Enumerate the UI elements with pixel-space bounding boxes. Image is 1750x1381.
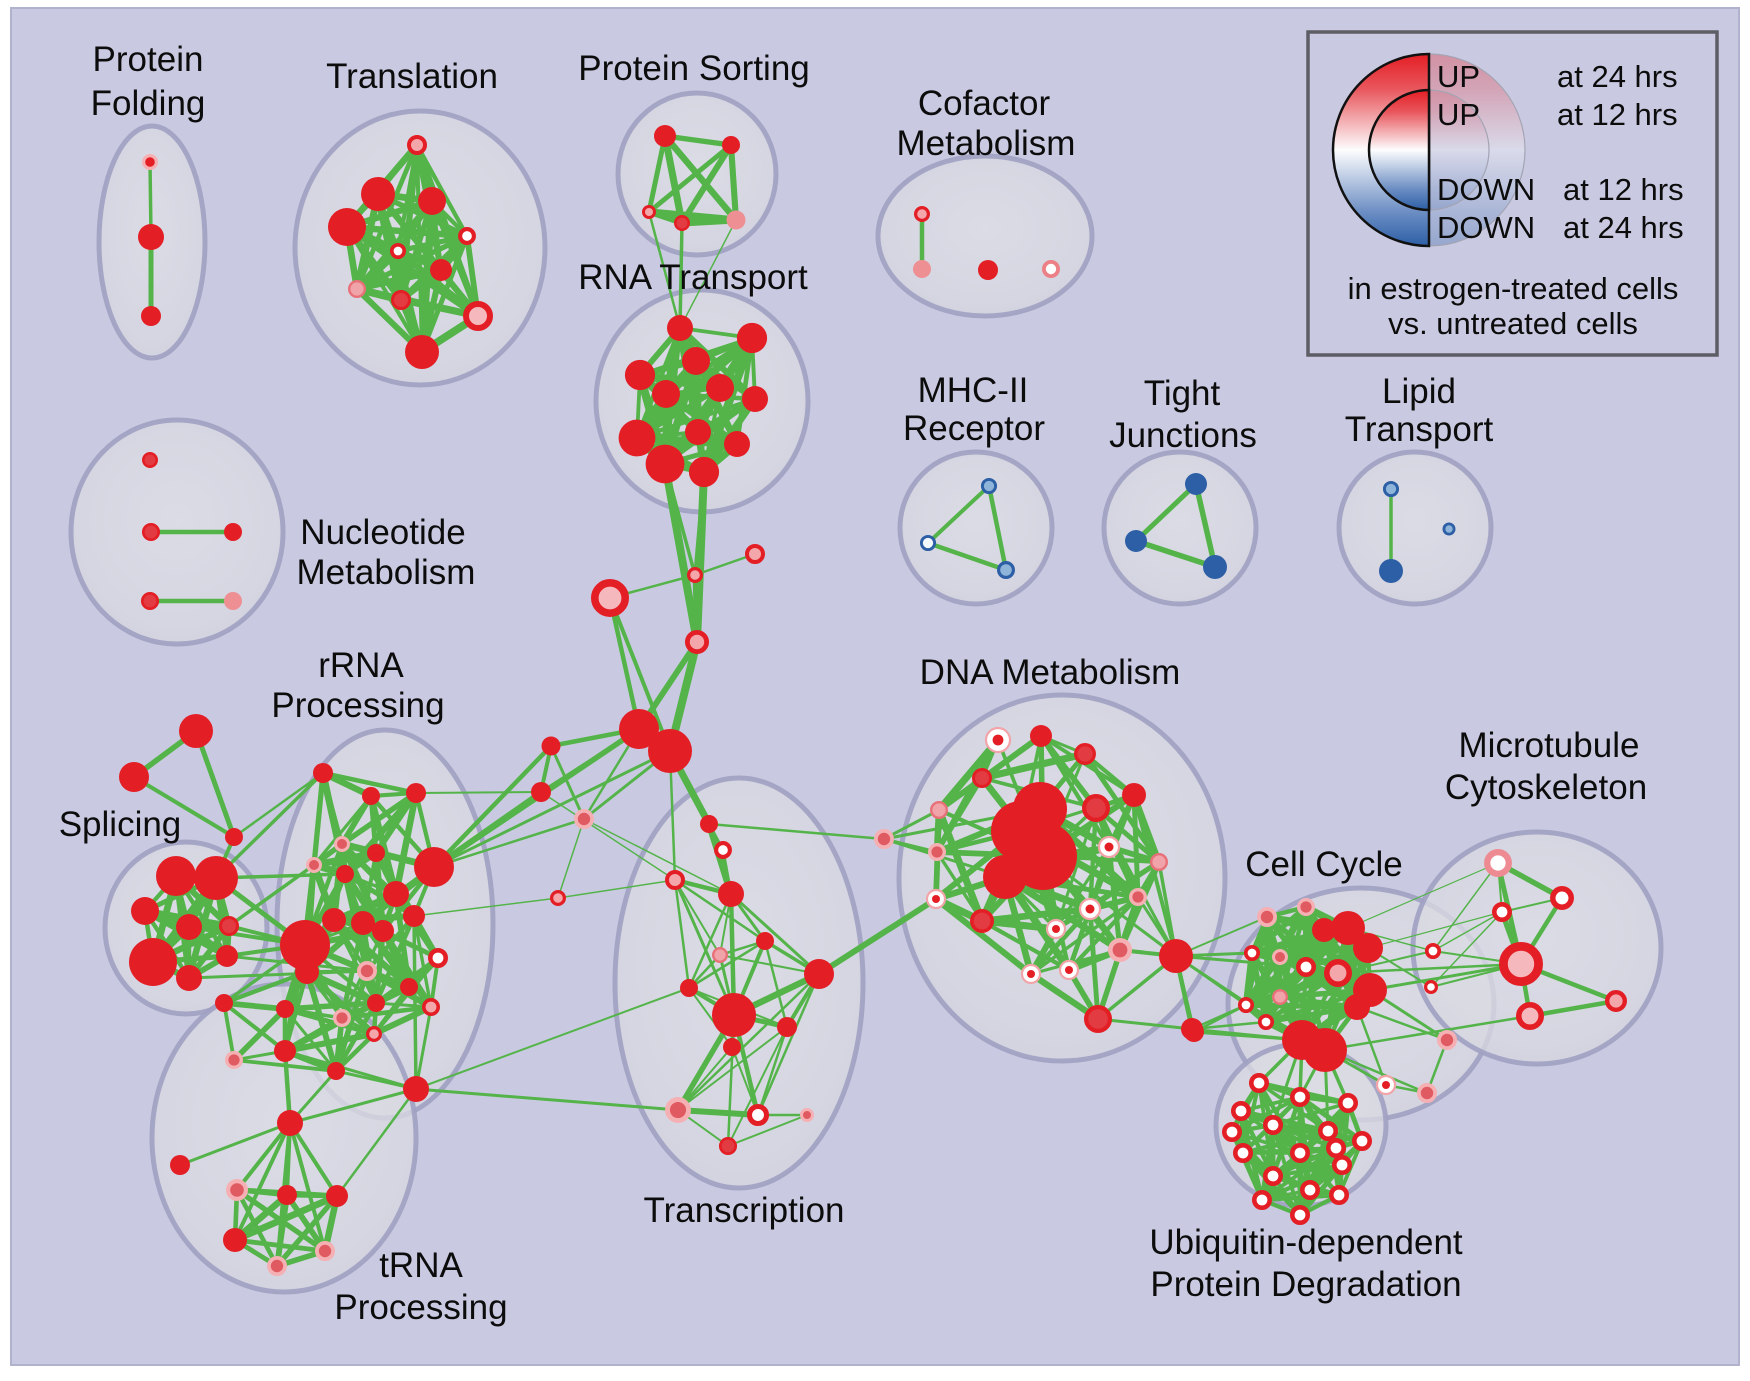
svg-text:rRNA: rRNA (318, 646, 404, 685)
svg-text:Protein: Protein (93, 40, 204, 79)
svg-text:tRNA: tRNA (379, 1246, 463, 1285)
svg-text:UP: UP (1437, 97, 1480, 132)
svg-text:Processing: Processing (334, 1288, 507, 1327)
svg-text:at 24 hrs: at 24 hrs (1557, 59, 1678, 94)
svg-text:Transcription: Transcription (644, 1191, 845, 1230)
svg-text:Cofactor: Cofactor (918, 84, 1051, 123)
svg-text:at 12 hrs: at 12 hrs (1557, 97, 1678, 132)
svg-text:Nucleotide: Nucleotide (300, 513, 465, 552)
svg-text:Cytoskeleton: Cytoskeleton (1445, 768, 1647, 807)
svg-text:Cell Cycle: Cell Cycle (1245, 845, 1403, 884)
svg-text:Processing: Processing (271, 686, 444, 725)
svg-text:DOWN: DOWN (1437, 172, 1535, 207)
svg-text:Junctions: Junctions (1109, 416, 1257, 455)
svg-text:Metabolism: Metabolism (897, 124, 1076, 163)
svg-text:DOWN: DOWN (1437, 210, 1535, 245)
svg-text:vs. untreated cells: vs. untreated cells (1388, 306, 1638, 341)
svg-text:MHC-II: MHC-II (918, 371, 1029, 410)
svg-text:at 24 hrs: at 24 hrs (1563, 210, 1684, 245)
svg-text:Protein Degradation: Protein Degradation (1150, 1265, 1461, 1304)
svg-text:UP: UP (1437, 59, 1480, 94)
svg-text:Translation: Translation (326, 57, 498, 96)
svg-text:Receptor: Receptor (903, 409, 1045, 448)
svg-text:Tight: Tight (1144, 374, 1221, 413)
svg-text:Transport: Transport (1345, 410, 1494, 449)
svg-text:DNA Metabolism: DNA Metabolism (920, 653, 1181, 692)
svg-text:Splicing: Splicing (59, 805, 182, 844)
svg-text:Microtubule: Microtubule (1459, 726, 1640, 765)
svg-text:Ubiquitin-dependent: Ubiquitin-dependent (1149, 1223, 1463, 1262)
svg-text:Metabolism: Metabolism (297, 553, 476, 592)
svg-text:in estrogen-treated cells: in estrogen-treated cells (1348, 271, 1679, 306)
svg-text:RNA Transport: RNA Transport (578, 258, 808, 297)
svg-text:Folding: Folding (91, 84, 206, 123)
svg-text:Lipid: Lipid (1382, 372, 1456, 411)
svg-text:at 12 hrs: at 12 hrs (1563, 172, 1684, 207)
svg-text:Protein Sorting: Protein Sorting (578, 49, 810, 88)
